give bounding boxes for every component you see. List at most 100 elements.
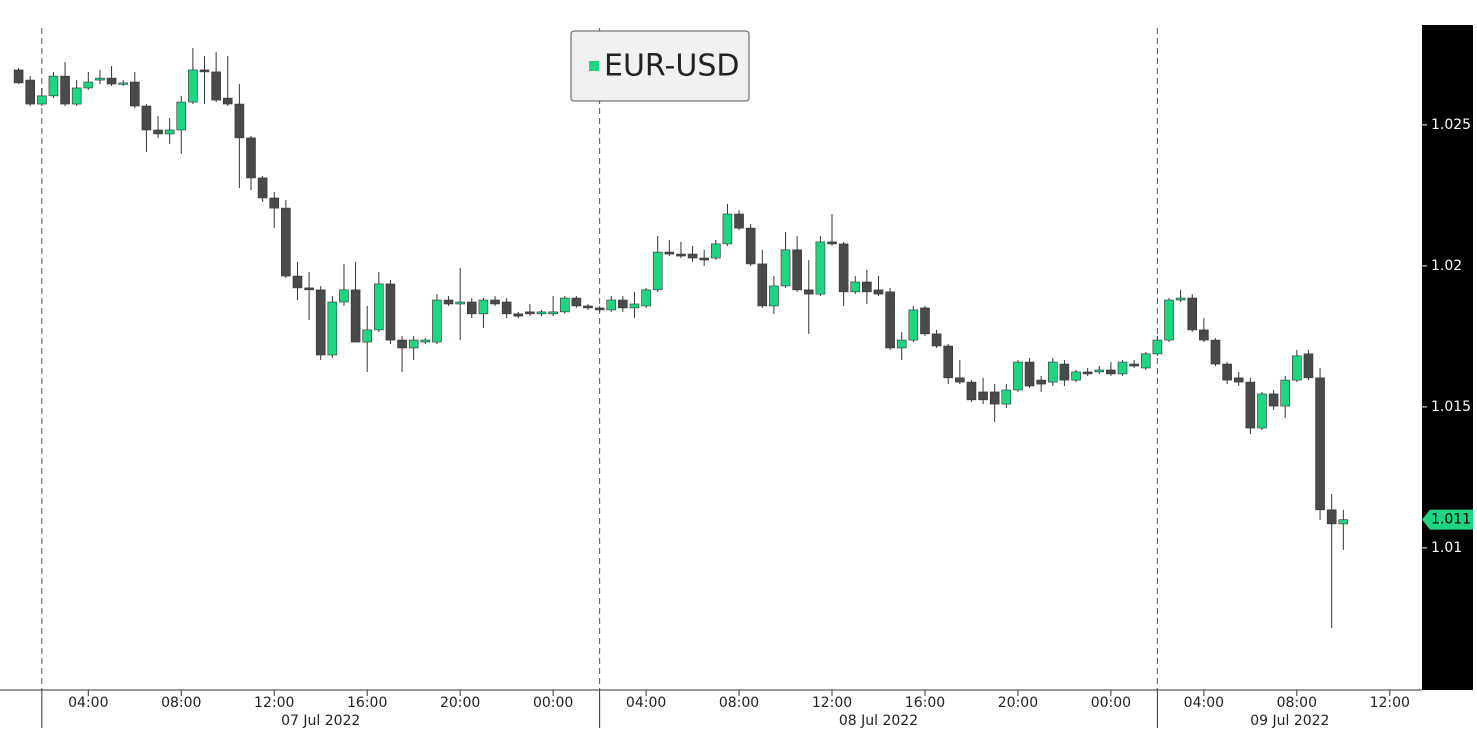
y-tick-label: 1.01	[1431, 540, 1462, 556]
legend-swatch	[589, 61, 599, 71]
candle-body	[943, 345, 954, 379]
candle-body	[699, 257, 709, 261]
candle-body	[1303, 353, 1314, 379]
candle-body	[1129, 363, 1139, 367]
candle-body	[629, 303, 640, 309]
x-tick-label: 08:00	[1277, 695, 1317, 711]
candle-body	[1117, 361, 1128, 375]
candle-body	[1199, 329, 1209, 341]
candle-body	[1268, 393, 1279, 407]
candle-body	[1222, 363, 1232, 381]
x-tick-label: 16:00	[347, 695, 387, 711]
candle-body	[385, 283, 396, 341]
candle-body	[443, 299, 454, 305]
candle-body	[153, 129, 163, 135]
date-label: 09 Jul 2022	[1250, 713, 1329, 729]
candle-body	[873, 289, 884, 295]
candle-body	[25, 79, 36, 105]
candle-body	[757, 263, 768, 307]
x-tick-label: 04:00	[626, 695, 666, 711]
date-label: 08 Jul 2022	[839, 713, 918, 729]
candle-body	[304, 287, 314, 291]
legend-label: EUR-USD	[604, 49, 739, 84]
candle-body	[13, 69, 24, 84]
last-price-tag	[1422, 509, 1473, 530]
candle-body	[850, 281, 861, 293]
candle-body	[711, 243, 721, 259]
candle-body	[188, 69, 198, 103]
candle-body	[978, 391, 988, 401]
x-tick-label: 04:00	[68, 695, 108, 711]
candle-body	[397, 339, 407, 349]
candle-body	[1082, 371, 1093, 375]
candle-body	[350, 289, 361, 343]
candle-body	[780, 249, 791, 287]
candle-body	[908, 309, 919, 341]
x-tick-label: 20:00	[440, 695, 480, 711]
candle-body	[432, 299, 442, 343]
candle-body	[885, 291, 895, 349]
candle-body	[792, 249, 802, 291]
x-tick-label: 12:00	[1370, 695, 1410, 711]
candle-body	[1001, 389, 1012, 405]
candle-body	[559, 297, 570, 313]
candle-body	[920, 307, 930, 335]
candle-body	[594, 307, 605, 311]
candle-body	[536, 311, 547, 315]
candle-body	[466, 301, 477, 315]
candle-body	[745, 227, 756, 265]
candle-body	[1024, 361, 1035, 387]
candle-body	[513, 313, 524, 317]
candle-body	[37, 95, 47, 105]
candle-body	[1233, 377, 1244, 383]
candle-body	[1047, 361, 1058, 383]
y-tick-label: 1.025	[1431, 117, 1471, 133]
candle-body	[966, 381, 977, 401]
candle-body	[83, 81, 94, 89]
date-label: 07 Jul 2022	[281, 713, 360, 729]
candle-body	[641, 289, 651, 307]
candle-body	[606, 299, 617, 311]
y-tick-label: 1.02	[1431, 258, 1462, 274]
candle-body	[1338, 519, 1349, 525]
candle-body	[362, 329, 373, 343]
x-tick-label: 12:00	[812, 695, 852, 711]
candle-body	[1280, 379, 1291, 407]
candle-body	[176, 101, 187, 131]
candle-body	[269, 197, 280, 209]
candle-body	[838, 243, 849, 293]
candle-body	[1036, 379, 1046, 385]
candle-body	[315, 289, 326, 356]
candle-body	[525, 311, 535, 315]
candle-body	[1164, 299, 1174, 341]
y-tick-label: 1.015	[1431, 399, 1471, 415]
candle-body	[1292, 355, 1302, 381]
candle-body	[955, 377, 965, 383]
candle-body	[571, 297, 582, 307]
x-tick-label: 12:00	[254, 695, 294, 711]
candle-body	[1152, 339, 1163, 355]
x-tick-label: 04:00	[1184, 695, 1224, 711]
candle-body	[583, 305, 593, 309]
candle-body	[420, 339, 431, 343]
x-tick-label: 20:00	[998, 695, 1038, 711]
candle-body	[1315, 377, 1325, 511]
candle-body	[618, 299, 628, 309]
candle-body	[455, 301, 465, 305]
candle-body	[1140, 353, 1151, 369]
candle-body	[490, 299, 500, 305]
candle-body	[327, 301, 338, 356]
candle-body	[60, 75, 70, 105]
candle-body	[292, 275, 303, 289]
legend: EUR-USD	[570, 30, 750, 102]
candle-body	[48, 75, 59, 97]
candle-body	[1013, 361, 1023, 391]
candle-body	[1175, 297, 1186, 301]
candle-body	[408, 339, 419, 349]
candle-body	[118, 82, 128, 85]
candle-body	[106, 77, 117, 85]
candle-body	[1245, 381, 1256, 429]
candle-body	[246, 137, 256, 179]
candle-body	[664, 251, 675, 255]
